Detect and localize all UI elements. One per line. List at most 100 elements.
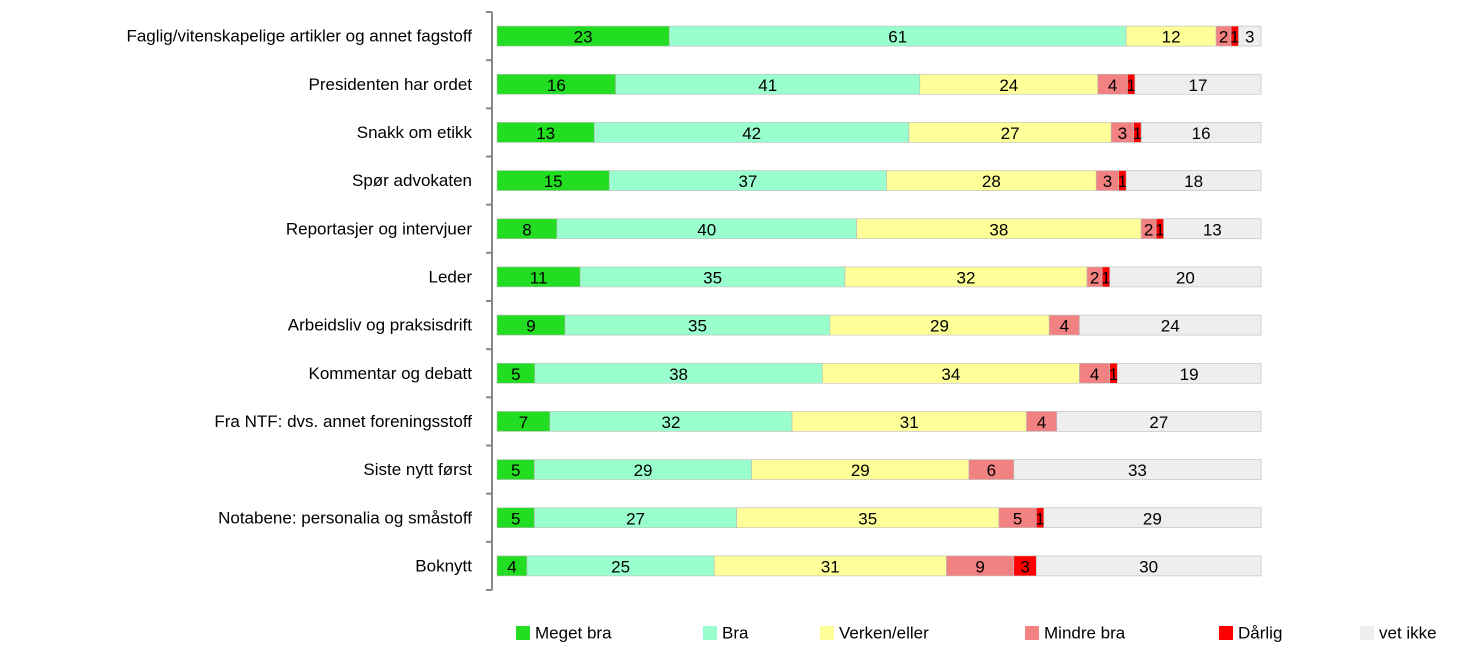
- legend-swatch: [703, 626, 717, 640]
- data-label: 12: [1162, 28, 1181, 47]
- data-label: 4: [1090, 365, 1099, 384]
- bar-segment: [1116, 362, 1262, 384]
- data-label: 1: [1109, 365, 1118, 384]
- data-label: 15: [544, 172, 563, 191]
- data-label: 7: [519, 413, 528, 432]
- legend-swatch: [1360, 626, 1374, 640]
- data-label: 3: [1020, 557, 1029, 576]
- data-label: 4: [1037, 413, 1046, 432]
- data-label: 29: [851, 461, 870, 480]
- bar-segment: [1109, 266, 1262, 288]
- legend-swatch: [820, 626, 834, 640]
- data-label: 1: [1133, 124, 1142, 143]
- data-label: 35: [858, 509, 877, 528]
- data-label: 42: [742, 124, 761, 143]
- legend-label: Dårlig: [1238, 624, 1282, 643]
- data-label: 30: [1139, 557, 1158, 576]
- data-label: 1: [1155, 220, 1164, 239]
- data-label: 17: [1188, 76, 1207, 95]
- legend-swatch: [1025, 626, 1039, 640]
- data-label: 18: [1184, 172, 1203, 191]
- data-label: 4: [507, 557, 516, 576]
- data-label: 25: [611, 557, 630, 576]
- data-label: 32: [957, 268, 976, 287]
- data-label: 31: [900, 413, 919, 432]
- data-label: 38: [989, 220, 1008, 239]
- data-label: 29: [1143, 509, 1162, 528]
- data-label: 23: [574, 28, 593, 47]
- data-label: 2: [1144, 220, 1153, 239]
- category-label: Boknytt: [415, 556, 472, 575]
- data-label: 8: [522, 220, 531, 239]
- data-label: 9: [975, 557, 984, 576]
- data-label: 35: [703, 268, 722, 287]
- category-label: Snakk om etikk: [357, 123, 473, 142]
- data-label: 3: [1245, 28, 1254, 47]
- bar-segment: [1238, 25, 1262, 47]
- legend-label: Meget bra: [535, 624, 612, 643]
- category-label: Arbeidsliv og praksisdrift: [288, 316, 473, 335]
- data-label: 20: [1176, 268, 1195, 287]
- data-label: 1: [1035, 509, 1044, 528]
- data-label: 32: [662, 413, 681, 432]
- data-label: 5: [511, 365, 520, 384]
- data-label: 3: [1118, 124, 1127, 143]
- data-label: 31: [821, 557, 840, 576]
- category-label: Notabene: personalia og småstoff: [218, 508, 472, 527]
- category-label: Presidenten har ordet: [309, 75, 473, 94]
- bar-segment: [1079, 314, 1262, 336]
- data-label: 29: [930, 317, 949, 336]
- data-label: 5: [511, 509, 520, 528]
- data-label: 9: [526, 317, 535, 336]
- data-label: 24: [999, 76, 1018, 95]
- data-label: 2: [1219, 28, 1228, 47]
- data-label: 11: [530, 268, 548, 287]
- legend-label: Verken/eller: [839, 624, 929, 643]
- category-label: Leder: [429, 267, 473, 286]
- category-label: Spør advokaten: [352, 171, 472, 190]
- bar-segment: [1013, 459, 1262, 480]
- data-label: 13: [536, 124, 555, 143]
- legend-label: Bra: [722, 624, 749, 643]
- data-label: 6: [987, 461, 996, 480]
- legend-label: vet ikke: [1379, 624, 1437, 643]
- data-label: 37: [738, 172, 757, 191]
- data-label: 35: [688, 317, 707, 336]
- data-label: 3: [1103, 172, 1112, 191]
- data-label: 27: [1149, 413, 1168, 432]
- data-label: 41: [758, 76, 777, 95]
- bar-segment: [1035, 555, 1262, 577]
- data-label: 29: [634, 461, 653, 480]
- data-label: 16: [1192, 124, 1211, 143]
- data-label: 61: [888, 28, 907, 47]
- data-label: 38: [669, 365, 688, 384]
- data-label: 1: [1230, 28, 1239, 47]
- data-label: 24: [1161, 317, 1180, 336]
- bar-segment: [1134, 73, 1262, 95]
- data-label: 4: [1060, 317, 1069, 336]
- category-label: Kommentar og debatt: [309, 364, 473, 383]
- data-label: 5: [1013, 509, 1022, 528]
- data-label: 2: [1090, 268, 1099, 287]
- data-label: 16: [547, 76, 566, 95]
- legend-swatch: [1219, 626, 1233, 640]
- data-label: 27: [626, 509, 645, 528]
- category-label: Siste nytt først: [363, 460, 472, 479]
- legend-swatch: [516, 626, 530, 640]
- legend-label: Mindre bra: [1044, 624, 1126, 643]
- data-label: 40: [697, 220, 716, 239]
- data-label: 34: [941, 365, 960, 384]
- data-label: 28: [982, 172, 1001, 191]
- data-label: 5: [511, 461, 520, 480]
- data-label: 1: [1118, 172, 1127, 191]
- data-label: 27: [1001, 124, 1020, 143]
- category-label: Reportasjer og intervjuer: [286, 219, 472, 238]
- data-label: 33: [1128, 461, 1147, 480]
- data-label: 13: [1203, 220, 1222, 239]
- bar-segment: [1125, 170, 1262, 191]
- bar-segment: [1056, 411, 1262, 432]
- data-label: 19: [1180, 365, 1199, 384]
- bar-segment: [1140, 122, 1262, 143]
- data-label: 1: [1126, 76, 1135, 95]
- category-label: Faglig/vitenskapelige artikler og annet …: [126, 27, 472, 46]
